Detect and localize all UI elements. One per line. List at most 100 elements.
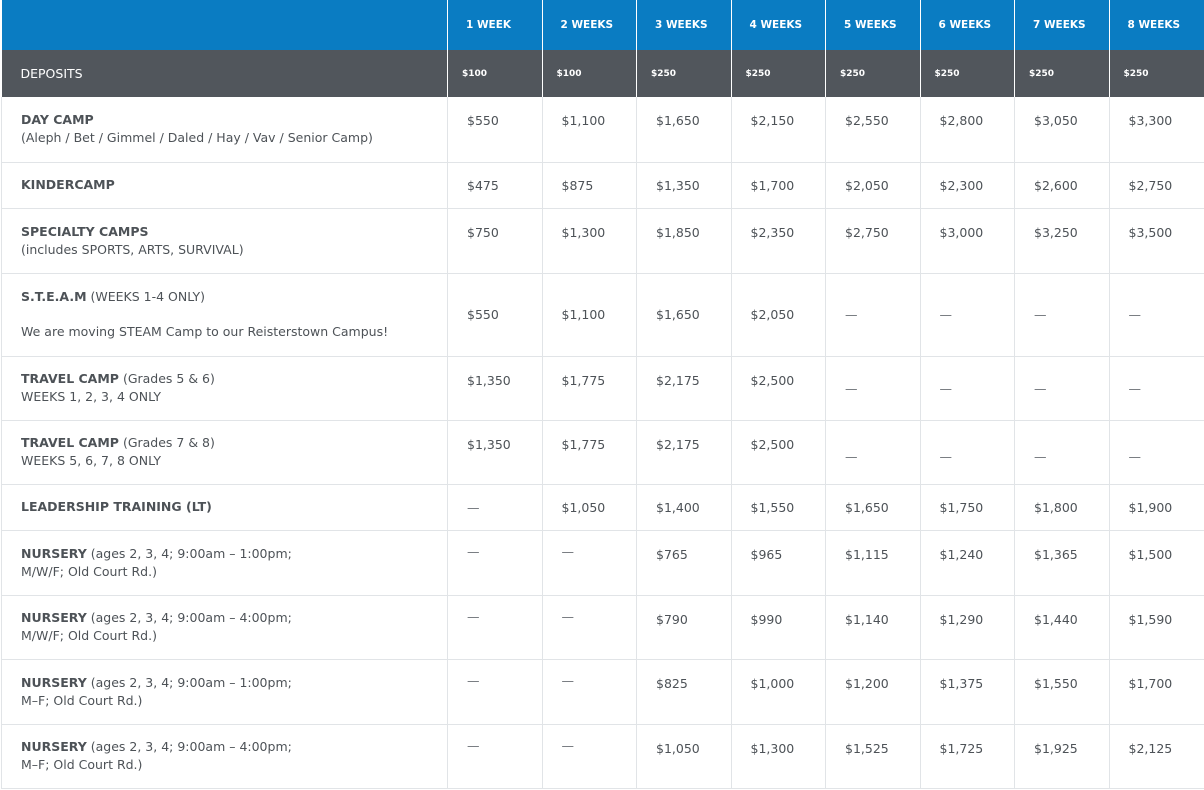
camp-title: NURSERY: [21, 610, 87, 625]
price-cell: $1,290: [919, 595, 1015, 660]
price-unavailable: —: [825, 273, 920, 357]
table-row: NURSERY (ages 2, 3, 4; 9:00am – 4:00pm; M…: [1, 724, 1204, 789]
price-cell: $1,300: [730, 724, 826, 789]
camp-subtitle: M–F; Old Court Rd.): [21, 757, 143, 772]
deposit-amount: $250: [1108, 50, 1204, 97]
table-row: NURSERY (ages 2, 3, 4; 9:00am – 4:00pm; M…: [1, 595, 1204, 660]
price-cell: $550: [447, 97, 542, 163]
price-cell: $1,240: [919, 530, 1015, 596]
price-cell: $2,750: [825, 208, 920, 274]
camp-title: NURSERY: [21, 545, 87, 561]
camp-title-suffix: (ages 2, 3, 4; 9:00am – 1:00pm;: [86, 674, 292, 690]
camp-title-suffix: (WEEKS 1-4 ONLY): [86, 289, 206, 304]
camp-name-cell: SPECIALTY CAMPS (includes SPORTS, ARTS, S…: [1, 208, 448, 274]
deposit-amount: $250: [919, 50, 1015, 97]
price-cell: $1,650: [636, 97, 731, 163]
price-unavailable: —: [541, 659, 637, 725]
price-cell: $2,500: [730, 420, 826, 485]
camp-title-suffix: (ages 2, 3, 4; 9:00am – 4:00pm;: [86, 610, 292, 625]
price-cell: $1,350: [636, 162, 731, 209]
price-cell: $2,750: [1108, 162, 1204, 209]
price-unavailable: —: [447, 659, 542, 725]
camp-name-cell: KINDERCAMP: [1, 162, 448, 209]
price-cell: $2,050: [825, 162, 920, 209]
camp-title: TRAVEL CAMP: [21, 371, 119, 386]
camp-name-cell: NURSERY (ages 2, 3, 4; 9:00am – 1:00pm; M…: [1, 659, 448, 725]
price-unavailable: —: [919, 420, 1015, 485]
header-corner: [1, 0, 448, 50]
price-cell: $1,200: [825, 659, 920, 725]
week-header: 3 WEEKS: [636, 0, 731, 50]
price-cell: $3,050: [1014, 97, 1109, 163]
camp-title: TRAVEL CAMP: [21, 435, 119, 450]
table-row: S.T.E.A.M (WEEKS 1-4 ONLY) We are moving …: [1, 273, 1204, 357]
price-cell: $750: [447, 208, 542, 274]
price-cell: $1,500: [1108, 530, 1204, 596]
price-unavailable: —: [1108, 356, 1204, 421]
weeks-header-row: 1 WEEK 2 WEEKS 3 WEEKS 4 WEEKS 5 WEEKS 6…: [1, 0, 1204, 50]
table-row: TRAVEL CAMP (Grades 5 & 6) WEEKS 1, 2, 3,…: [1, 356, 1204, 421]
camp-name-cell: NURSERY (ages 2, 3, 4; 9:00am – 1:00pm; M…: [1, 530, 448, 596]
price-cell: $1,350: [447, 356, 542, 421]
camp-subtitle: WEEKS 5, 6, 7, 8 ONLY: [21, 453, 162, 468]
camp-title: SPECIALTY CAMPS: [21, 223, 149, 239]
price-cell: $1,100: [541, 97, 637, 163]
pricing-body: DAY CAMP (Aleph / Bet / Gimmel / Daled / …: [1, 97, 1204, 789]
price-cell: $1,900: [1108, 484, 1204, 531]
price-cell: $990: [730, 595, 826, 660]
price-unavailable: —: [919, 356, 1015, 421]
price-cell: $1,115: [825, 530, 920, 596]
price-cell: $1,525: [825, 724, 920, 789]
price-cell: $1,800: [1014, 484, 1109, 531]
price-cell: $1,550: [1014, 659, 1109, 725]
price-cell: $2,175: [636, 356, 731, 421]
price-cell: $2,800: [919, 97, 1015, 163]
deposit-amount: $250: [825, 50, 920, 97]
camp-title-suffix: (Grades 5 & 6): [118, 371, 215, 386]
price-cell: $2,550: [825, 97, 920, 163]
price-cell: $3,250: [1014, 208, 1109, 274]
price-unavailable: —: [1014, 420, 1109, 485]
price-cell: $2,150: [730, 97, 826, 163]
price-cell: $2,050: [730, 273, 826, 357]
table-row: NURSERY (ages 2, 3, 4; 9:00am – 1:00pm; M…: [1, 659, 1204, 725]
camp-title-suffix: (Grades 7 & 8): [118, 435, 215, 450]
price-cell: $1,050: [636, 724, 731, 789]
price-unavailable: —: [825, 420, 920, 485]
table-row: DAY CAMP (Aleph / Bet / Gimmel / Daled / …: [1, 97, 1204, 163]
camp-subtitle: M/W/F; Old Court Rd.): [21, 628, 157, 643]
deposit-amount: $250: [1014, 50, 1109, 97]
price-cell: $1,050: [541, 484, 637, 531]
camp-subtitle: (includes SPORTS, ARTS, SURVIVAL): [21, 241, 244, 257]
price-cell: $1,650: [825, 484, 920, 531]
price-cell: $965: [730, 530, 826, 596]
price-cell: $2,175: [636, 420, 731, 485]
deposit-amount: $250: [730, 50, 826, 97]
camp-subtitle: (Aleph / Bet / Gimmel / Daled / Hay / Va…: [21, 130, 373, 146]
price-unavailable: —: [447, 595, 542, 660]
camp-name-cell: DAY CAMP (Aleph / Bet / Gimmel / Daled / …: [1, 97, 448, 163]
price-cell: $875: [541, 162, 637, 209]
price-cell: $2,125: [1108, 724, 1204, 789]
camp-title: DAY CAMP: [21, 112, 94, 128]
week-header: 5 WEEKS: [825, 0, 920, 50]
price-cell: $1,775: [541, 420, 637, 485]
camp-title: NURSERY: [21, 674, 87, 690]
week-header: 7 WEEKS: [1014, 0, 1109, 50]
price-cell: $1,650: [636, 273, 731, 357]
price-unavailable: —: [1108, 273, 1204, 357]
price-unavailable: —: [541, 595, 637, 660]
table-row: SPECIALTY CAMPS (includes SPORTS, ARTS, S…: [1, 208, 1204, 274]
camp-name-cell: LEADERSHIP TRAINING (LT): [1, 484, 448, 531]
price-cell: $2,300: [919, 162, 1015, 209]
price-cell: $550: [447, 273, 542, 357]
price-unavailable: —: [447, 484, 542, 531]
week-header: 4 WEEKS: [730, 0, 826, 50]
price-cell: $1,590: [1108, 595, 1204, 660]
camp-name-cell: TRAVEL CAMP (Grades 5 & 6) WEEKS 1, 2, 3,…: [1, 356, 448, 421]
week-header: 1 WEEK: [447, 0, 542, 50]
price-cell: $475: [447, 162, 542, 209]
price-cell: $1,440: [1014, 595, 1109, 660]
price-cell: $2,600: [1014, 162, 1109, 209]
